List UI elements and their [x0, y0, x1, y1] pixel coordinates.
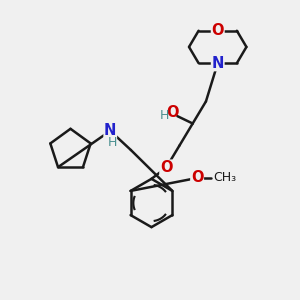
Text: H: H [108, 136, 117, 148]
Text: H: H [159, 109, 169, 122]
Text: CH₃: CH₃ [213, 172, 236, 184]
Text: O: O [160, 160, 172, 175]
Text: N: N [104, 123, 116, 138]
Text: O: O [167, 105, 179, 120]
Text: O: O [212, 23, 224, 38]
Text: O: O [191, 170, 203, 185]
Text: N: N [212, 56, 224, 70]
